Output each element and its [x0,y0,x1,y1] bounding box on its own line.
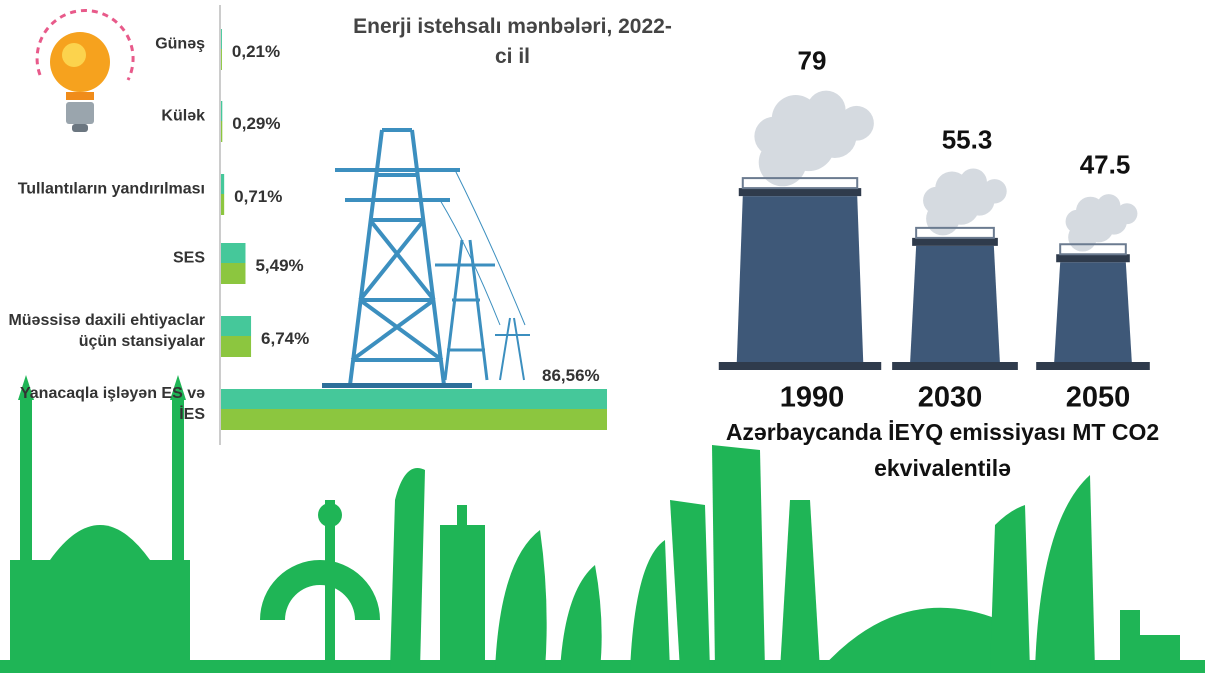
chimney [1036,194,1150,370]
chimney-body [1054,262,1132,362]
category-label: Külək [161,107,205,125]
smoke [923,186,951,215]
smoke [982,179,1007,204]
category-label: 2050 [1065,381,1131,414]
category-label: Günəş [155,35,205,53]
category-label: SES [172,249,205,267]
category-label: Tullantıların yandırılması [17,180,205,198]
value-label: 5,49% [255,256,304,275]
pylon [335,128,530,386]
chimney-chart-title: Azərbaycanda İEYQ emissiyası MT CO2 ekvi… [725,419,1160,481]
value-label: 0,71% [234,187,283,206]
chimney-rail [915,226,995,239]
smoke [1116,203,1138,225]
bar-lower [221,121,223,142]
chimney-body [910,245,1000,362]
smoke [1096,194,1121,218]
bar-lower [221,409,607,430]
bar-lower [221,336,252,357]
category-label: Yanacaqla işləyən ES və İES [19,385,205,423]
category-label: Müəssisə daxili ehtiyaclar üçün stansiya… [8,312,205,350]
smoke [1065,209,1090,234]
chimney-cap [1056,254,1130,263]
smoke [754,116,794,156]
chimney-base [892,362,1018,370]
value-label: 6,74% [261,329,310,348]
skyline [0,375,1205,673]
chimney-cap [738,188,862,197]
bar-upper [221,29,222,49]
pylon-base [322,383,472,388]
value-label: 0,21% [231,42,281,61]
category-label: 2030 [917,381,983,414]
chimney-cap [912,237,998,246]
value-label: 86,56% [542,366,600,385]
chimney [892,168,1018,370]
smoke [806,90,846,130]
bar-lower [221,194,225,215]
value-label: 47.5 [1079,149,1131,180]
chimney-body [736,196,864,362]
value-label: 55.3 [941,124,993,154]
bar-upper [221,389,607,409]
bar-upper [221,174,225,194]
bar-lower [221,49,222,70]
chimney-rail [1059,243,1127,256]
smoke [839,105,874,141]
bar-lower [221,263,246,284]
smoke [959,168,987,196]
bar-upper [221,101,223,121]
category-label: 1990 [779,381,845,414]
bulb-icon [35,9,135,132]
chimney-base [1036,362,1150,370]
chimney [718,90,882,370]
chimney-rail [741,177,859,190]
value-label: 0,29% [232,114,281,133]
chimney-base [718,362,882,370]
value-label: 79 [797,45,827,76]
bar-chart-title: Enerji istehsalı mənbələri, 2022-ci il [353,15,672,68]
bar-upper [221,316,252,336]
bar-upper [221,243,246,263]
